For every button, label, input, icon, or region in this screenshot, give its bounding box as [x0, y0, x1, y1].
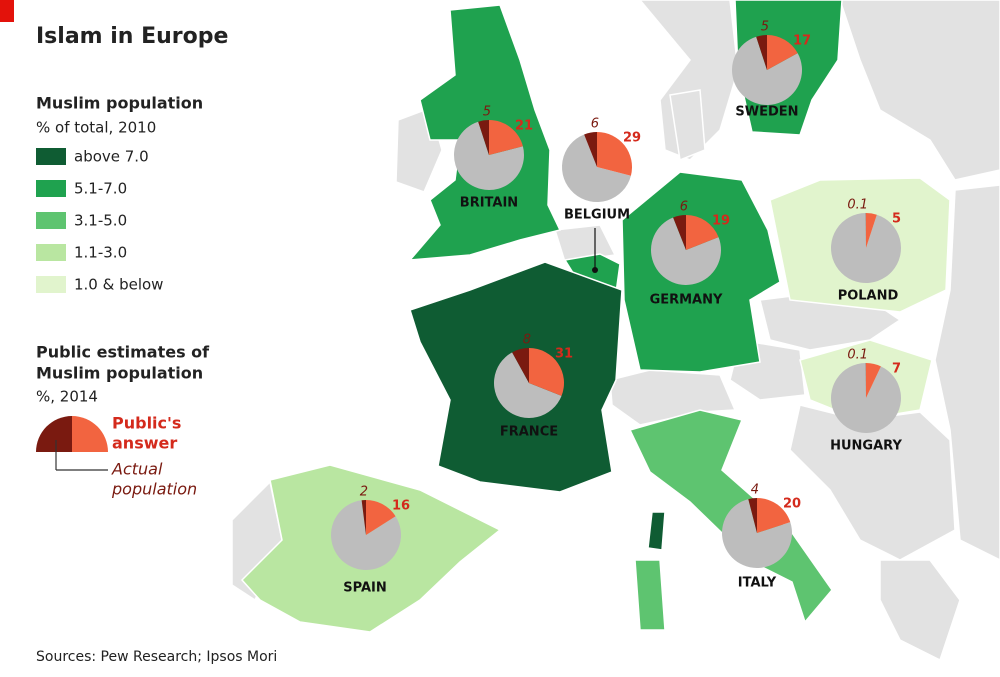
- pie-rest: [722, 499, 793, 568]
- pie-public: [529, 348, 564, 396]
- key-actual-label: Actual: [111, 460, 163, 479]
- pie-rest: [831, 213, 901, 284]
- pie-actual: [361, 500, 366, 535]
- actual-label: 0.1: [847, 348, 868, 363]
- estimates-key: [36, 416, 108, 471]
- actual-label: 8: [523, 333, 531, 348]
- country-label: SWEDEN: [735, 105, 798, 120]
- legend-label: 1.0 & below: [74, 276, 163, 294]
- legend-swatch: [36, 180, 66, 197]
- key-public-label: answer: [112, 434, 177, 453]
- public-label: 5: [892, 212, 901, 227]
- pies: 5 21 BRITAIN 6 29 BELGIUM 5 17 SWEDEN 6 19 GERMANY 0…: [331, 20, 902, 596]
- pie-rest: [650, 217, 721, 286]
- legend-title: Muslim population: [36, 94, 203, 113]
- estimates-title: Muslim population: [36, 364, 203, 383]
- pie-actual: [584, 132, 597, 167]
- pie-rest: [562, 134, 631, 202]
- pie-public: [489, 120, 523, 155]
- pie-rest: [831, 363, 902, 433]
- pie-public: [686, 215, 719, 250]
- key-public: [72, 416, 108, 452]
- country-label: SPAIN: [343, 581, 386, 596]
- legend-classes: above 7.0 5.1-7.0 3.1-5.0 1.1-3.0 1.0 & belo…: [36, 148, 163, 294]
- source: Sources: Pew Research; Ipsos Mori: [36, 649, 277, 665]
- pie-actual: [512, 348, 529, 383]
- pie-actual: [673, 215, 686, 250]
- belgium-pointer-dot: [592, 267, 598, 273]
- public-label: 29: [623, 131, 641, 146]
- actual-label: 6: [591, 117, 599, 132]
- actual-label: 4: [751, 483, 759, 498]
- actual-label: 0.1: [847, 198, 868, 213]
- country-label: GERMANY: [650, 293, 723, 308]
- estimates-title: Public estimates of: [36, 343, 210, 362]
- actual-label: 5: [761, 20, 769, 35]
- pie-public: [767, 35, 798, 70]
- country-label: ITALY: [738, 576, 777, 591]
- country-label: HUNGARY: [830, 439, 902, 454]
- pie-public: [866, 363, 881, 398]
- country-label: BELGIUM: [564, 208, 630, 223]
- estimates-subtitle: %, 2014: [36, 388, 98, 406]
- legend-swatch: [36, 276, 66, 293]
- country-label: POLAND: [838, 289, 899, 304]
- public-label: 21: [515, 119, 533, 134]
- legend-subtitle: % of total, 2010: [36, 119, 156, 137]
- pie-actual: [478, 120, 489, 155]
- pie-actual: [756, 35, 767, 70]
- legend-swatch: [36, 148, 66, 165]
- pie-public: [866, 213, 877, 248]
- legend-label: 5.1-7.0: [74, 180, 127, 198]
- title: Islam in Europe: [36, 24, 228, 49]
- legend-swatch: [36, 244, 66, 261]
- actual-label: 6: [680, 200, 688, 215]
- pie-rest: [731, 36, 802, 105]
- actual-label: 5: [483, 105, 491, 120]
- pie-public: [597, 132, 632, 176]
- legend-label: above 7.0: [74, 148, 149, 166]
- country-shape: [647, 511, 666, 551]
- pie-rest: [494, 352, 562, 418]
- legend-label: 3.1-5.0: [74, 212, 127, 230]
- key-public-label: Public's: [112, 414, 181, 433]
- public-label: 7: [892, 362, 901, 377]
- legend-label: 1.1-3.0: [74, 244, 127, 262]
- actual-label: 2: [360, 485, 368, 500]
- pie-public: [757, 498, 791, 533]
- public-label: 16: [392, 499, 410, 514]
- public-label: 19: [712, 214, 730, 229]
- legend-swatch: [36, 212, 66, 229]
- pie-rest: [453, 121, 524, 191]
- pie-public: [366, 500, 396, 535]
- brand-mark: [0, 0, 14, 22]
- pie-rest: [331, 500, 402, 570]
- key-actual: [36, 416, 72, 452]
- pie-actual: [748, 498, 757, 533]
- public-label: 20: [783, 497, 801, 512]
- country-label: FRANCE: [500, 425, 558, 440]
- public-label: 31: [555, 347, 573, 362]
- country-label: BRITAIN: [460, 196, 518, 211]
- public-label: 17: [793, 34, 811, 49]
- key-actual-label: population: [111, 480, 197, 499]
